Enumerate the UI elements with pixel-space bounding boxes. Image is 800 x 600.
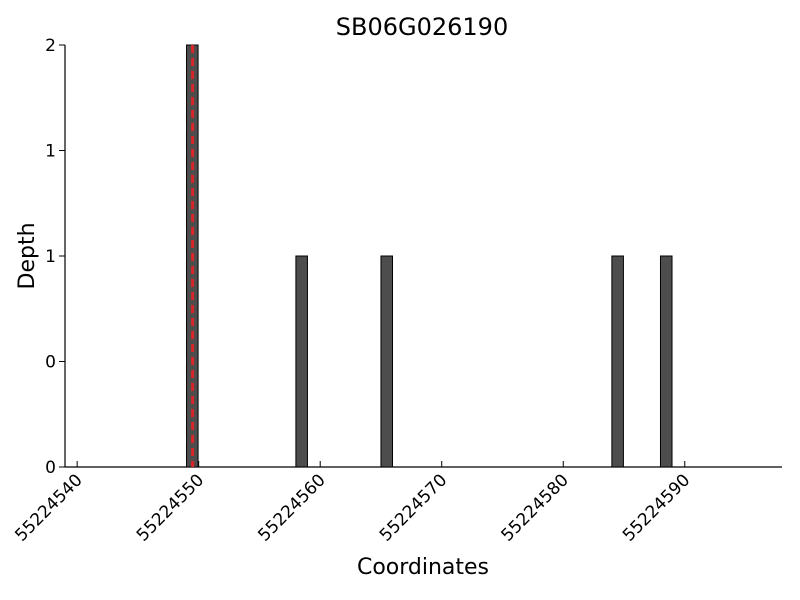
y-tick-label: 1 [45,247,56,267]
bar [380,255,394,468]
x-tick-label: 55224550 [133,470,208,545]
bar [295,255,308,468]
x-tick-label: 55224570 [376,470,451,545]
y-tick-label: 2 [45,36,56,56]
x-tick-label: 55224540 [11,470,86,545]
y-tick-label: 0 [45,353,56,373]
chart-title: SB06G026190 [336,13,508,41]
y-tick-label: 0 [45,458,56,478]
x-tick-label: 55224560 [254,470,329,545]
x-tick-label: 55224580 [497,470,572,545]
x-axis-label: Coordinates [357,555,489,580]
y-tick-label: 1 [45,142,56,162]
x-tick-label: 55224590 [619,470,694,545]
bar [659,255,673,468]
bar [611,255,624,468]
y-axis-label: Depth [15,222,40,289]
